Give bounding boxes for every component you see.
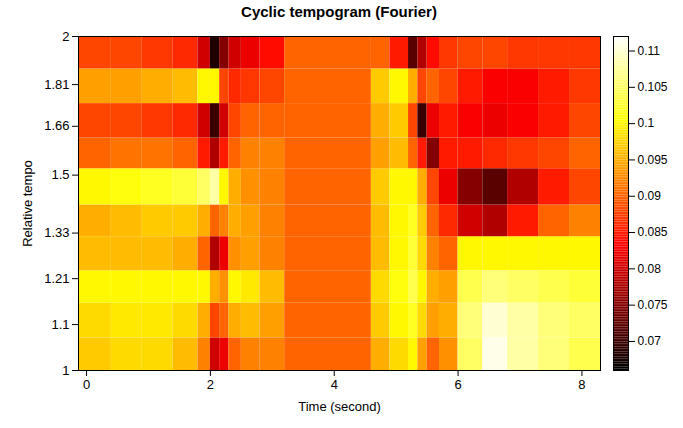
svg-text:0.07: 0.07 <box>638 334 662 348</box>
svg-text:1.21: 1.21 <box>44 271 69 286</box>
svg-text:0.1: 0.1 <box>638 116 655 130</box>
svg-text:0.085: 0.085 <box>638 225 668 239</box>
svg-text:Relative tempo: Relative tempo <box>20 160 35 247</box>
svg-text:0: 0 <box>83 377 90 392</box>
svg-text:2: 2 <box>207 377 214 392</box>
svg-text:0.075: 0.075 <box>638 298 668 312</box>
svg-text:6: 6 <box>454 377 461 392</box>
svg-text:2: 2 <box>62 29 69 44</box>
svg-text:Time (second): Time (second) <box>298 399 381 414</box>
svg-text:1.33: 1.33 <box>44 225 69 240</box>
svg-text:0.11: 0.11 <box>638 44 661 58</box>
svg-text:1.66: 1.66 <box>44 118 69 133</box>
svg-text:0.095: 0.095 <box>638 153 668 167</box>
svg-text:8: 8 <box>578 377 585 392</box>
html-text:Cyclic tempogram (Fourier): Cyclic tempogram (Fourier) <box>241 3 437 20</box>
svg-text:0.08: 0.08 <box>638 262 662 276</box>
svg-text:0.09: 0.09 <box>638 189 662 203</box>
svg-text:1.5: 1.5 <box>51 167 69 182</box>
svg-text:0.105: 0.105 <box>638 80 668 94</box>
svg-text:4: 4 <box>331 377 338 392</box>
svg-text:1: 1 <box>62 363 69 378</box>
svg-text:1.81: 1.81 <box>44 77 69 92</box>
svg-text:1.1: 1.1 <box>51 317 69 332</box>
